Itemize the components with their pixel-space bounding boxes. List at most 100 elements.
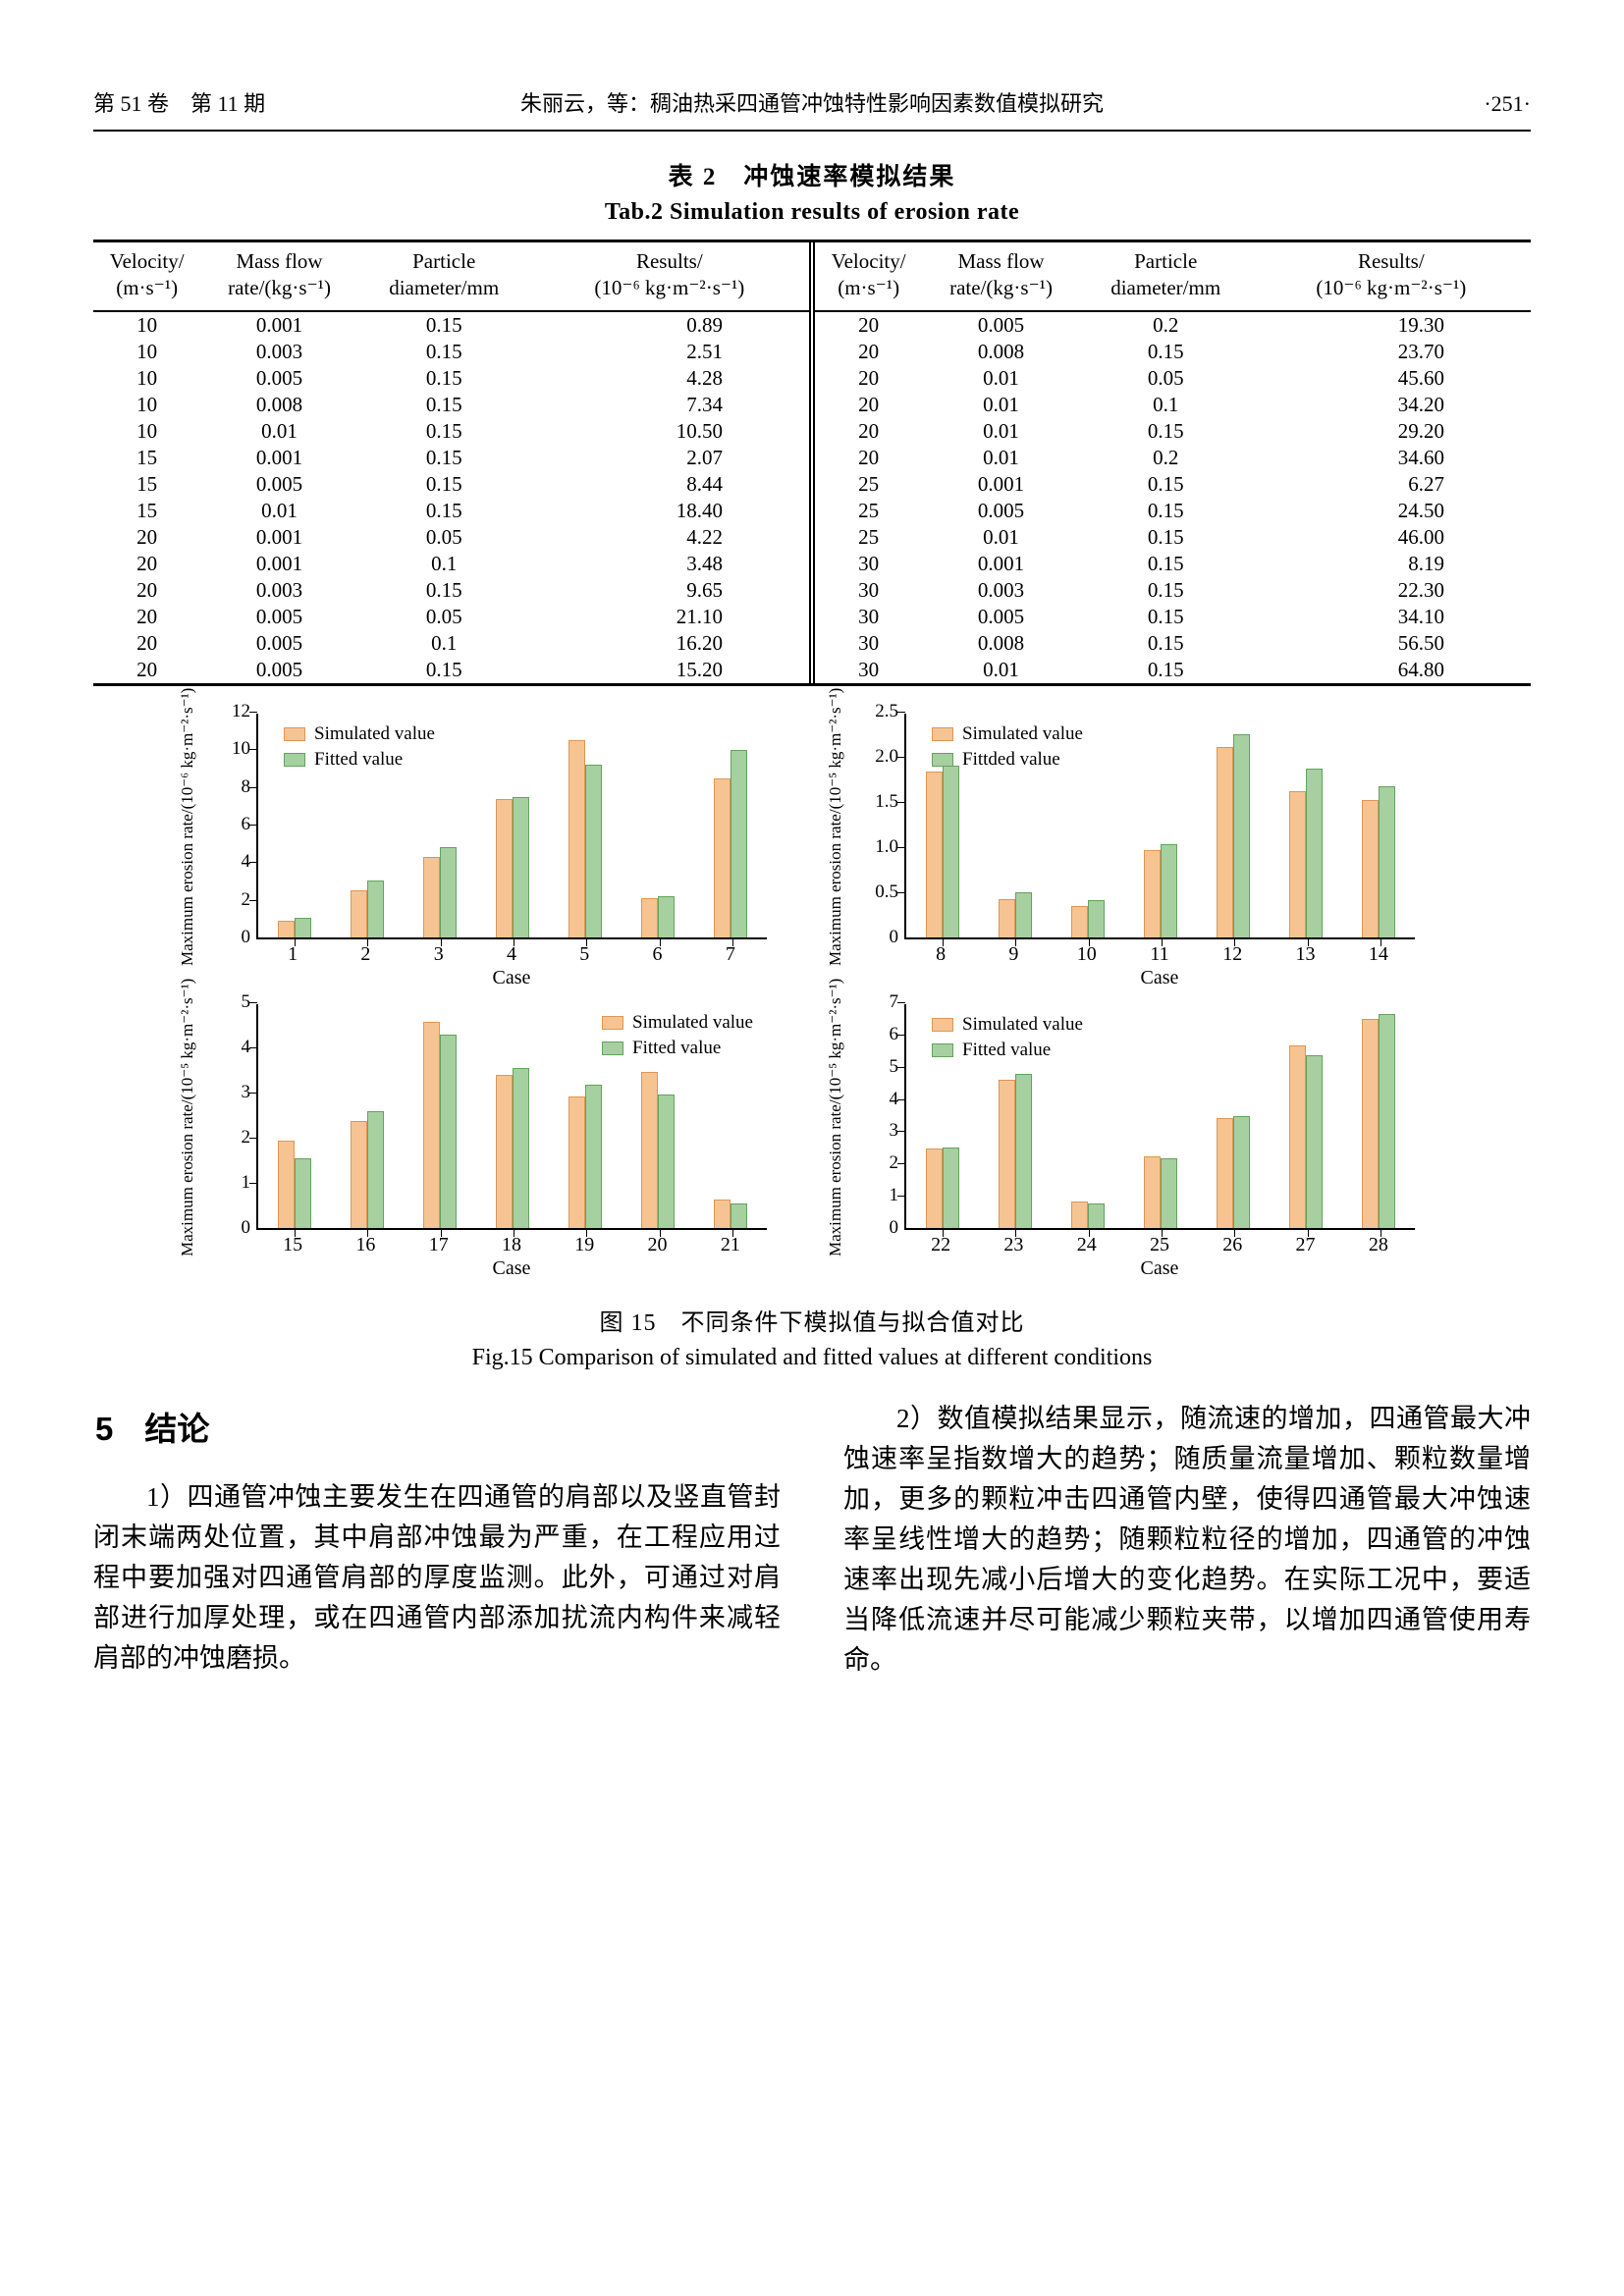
x-tick-label: 16 bbox=[355, 1234, 376, 1255]
x-tick-label: 10 bbox=[1076, 943, 1097, 965]
table-cell: 0.05 bbox=[425, 605, 462, 628]
table-cell: 20 bbox=[858, 446, 880, 469]
simulated-bar-case-1 bbox=[278, 921, 295, 937]
table-row: 30 0.008 0.15 56.50 bbox=[815, 630, 1531, 657]
table-center-divider bbox=[809, 242, 815, 683]
table-header-row: Velocity/ (m·s⁻¹) Mass flow rate/(kg·s⁻¹) Pa… bbox=[93, 242, 809, 311]
table-cell: 20 bbox=[858, 366, 880, 390]
table-cell: 4.22 bbox=[686, 525, 723, 549]
bar-chart-cases-1-to-7: Maximum erosion rate/(10⁻⁶ kg·m⁻²·s⁻¹) 0 2… bbox=[174, 687, 802, 990]
table-cell: 23.70 bbox=[1397, 340, 1444, 363]
x-tick bbox=[367, 938, 369, 946]
table-cell: 8.44 bbox=[686, 472, 723, 496]
fitted-bar-case-20 bbox=[658, 1095, 675, 1228]
table-row: 30 0.003 0.15 22.30 bbox=[815, 577, 1531, 604]
column-header-results: Results/ (10⁻⁶ kg·m⁻²·s⁻¹) bbox=[530, 242, 809, 311]
section-heading: 5 结论 bbox=[95, 1403, 781, 1450]
table-cell: 0.005 bbox=[977, 605, 1025, 628]
table-row: 20 0.005 0.2 19.30 bbox=[815, 311, 1531, 339]
y-tick bbox=[897, 892, 905, 893]
table-cell: 0.003 bbox=[255, 340, 303, 363]
bar-chart-cases-15-to-21: Maximum erosion rate/(10⁻⁵ kg·m⁻²·s⁻¹) 0 1… bbox=[174, 978, 802, 1281]
table-cell: 2.51 bbox=[686, 340, 723, 363]
simulated-bar-case-21 bbox=[714, 1200, 731, 1228]
y-tick bbox=[249, 786, 257, 788]
bar-groups bbox=[906, 1004, 1415, 1228]
table-cell: 0.15 bbox=[425, 366, 462, 390]
y-tick bbox=[897, 1066, 905, 1068]
plot-area: 0 2 4 6 8 10 12 Simulated value Fitted value bbox=[232, 701, 767, 947]
table-cell: 0.01 bbox=[983, 366, 1019, 390]
y-tick-label: 0.5 bbox=[875, 881, 898, 902]
table-cell: 20 bbox=[136, 578, 158, 602]
x-tick-label: 2 bbox=[360, 943, 371, 965]
table-cell: 0.89 bbox=[686, 313, 723, 337]
table-row: 10 0.003 0.15 2.51 bbox=[93, 339, 809, 365]
y-tick-label: 0 bbox=[241, 927, 251, 947]
table-cell: 15.20 bbox=[676, 658, 723, 681]
table-cell: 30 bbox=[858, 605, 880, 628]
table-cell: 0.001 bbox=[255, 525, 303, 549]
table-cell: 15 bbox=[136, 499, 158, 522]
table-cell: 64.80 bbox=[1397, 658, 1444, 681]
table-cell: 19.30 bbox=[1397, 313, 1444, 337]
conclusion-paragraph-2: 2）数值模拟结果显示，随流速的增加，四通管最大冲蚀速率呈指数增大的趋势；随质量流… bbox=[843, 1404, 1531, 1675]
fitted-bar-case-10 bbox=[1088, 900, 1105, 937]
y-tick bbox=[249, 1138, 257, 1139]
table-cell: 0.15 bbox=[1147, 499, 1184, 522]
x-tick-label: 21 bbox=[720, 1234, 740, 1255]
bar-group-case-9 bbox=[979, 892, 1052, 937]
simulated-bar-case-26 bbox=[1217, 1118, 1233, 1228]
table-cell: 20 bbox=[136, 631, 158, 655]
fitted-bar-case-17 bbox=[440, 1035, 457, 1228]
y-tick-label: 0 bbox=[241, 1217, 251, 1238]
bar-group-case-11 bbox=[1124, 844, 1197, 937]
bar-group-case-25 bbox=[1124, 1156, 1197, 1228]
simulated-bar-case-4 bbox=[496, 799, 513, 937]
table-row: 25 0.01 0.15 46.00 bbox=[815, 524, 1531, 551]
y-tick-label: 12 bbox=[232, 701, 250, 721]
legend-item: Simulated value bbox=[602, 1012, 753, 1034]
conclusion-section: 5 结论 1）四通管冲蚀主要发生在四通管的肩部以及竖直管封闭末端两处位置，其中肩… bbox=[93, 1399, 1531, 1681]
plot-area: 0 1 2 3 4 5 Simulated value Fitted value bbox=[242, 991, 767, 1238]
table-cell: 0.15 bbox=[425, 419, 462, 443]
table-cell: 0.005 bbox=[255, 472, 303, 496]
plot-area: 0 0.5 1.0 1.5 2.0 2.5 Simulated value Fittded v… bbox=[875, 701, 1415, 947]
y-tick bbox=[897, 1131, 905, 1133]
x-tick-labels: 8 9 10 11 12 13 14 bbox=[904, 943, 1415, 966]
y-tick bbox=[249, 1002, 257, 1003]
legend-label: Fitted value bbox=[632, 1038, 722, 1058]
table-cell: 0.003 bbox=[255, 578, 303, 602]
x-tick-label: 18 bbox=[501, 1234, 521, 1255]
table-cell: 0.15 bbox=[425, 658, 462, 681]
x-tick bbox=[659, 938, 661, 946]
table-cell: 10 bbox=[136, 419, 158, 443]
x-tick bbox=[1380, 1229, 1381, 1237]
simulated-bar-case-13 bbox=[1289, 791, 1306, 937]
x-tick bbox=[1015, 1229, 1017, 1237]
bar-group-case-23 bbox=[979, 1074, 1052, 1228]
table-row: 20 0.01 0.1 34.20 bbox=[815, 392, 1531, 418]
bar-group-case-15 bbox=[258, 1141, 331, 1228]
table-row: 20 0.01 0.2 34.60 bbox=[815, 445, 1531, 471]
bar-group-case-21 bbox=[694, 1200, 767, 1228]
table-cell: 10 bbox=[136, 313, 158, 337]
y-tick-label: 4 bbox=[241, 851, 251, 873]
table-row: 10 0.008 0.15 7.34 bbox=[93, 392, 809, 418]
table-cell: 0.15 bbox=[1147, 340, 1184, 363]
bar-group-case-17 bbox=[404, 1022, 476, 1228]
y-tick bbox=[249, 1183, 257, 1184]
fitted-bar-case-16 bbox=[367, 1111, 384, 1228]
table-cell: 0.1 bbox=[431, 631, 458, 655]
x-tick-label: 11 bbox=[1150, 943, 1169, 965]
fitted-bar-case-26 bbox=[1233, 1116, 1250, 1228]
table-cell: 21.10 bbox=[676, 605, 723, 628]
bar-group-case-10 bbox=[1052, 900, 1124, 937]
table-row: 20 0.005 0.1 16.20 bbox=[93, 630, 809, 657]
legend-item: Simulated value bbox=[284, 723, 435, 745]
table-cell: 15 bbox=[136, 472, 158, 496]
table-cell: 29.20 bbox=[1397, 419, 1444, 443]
fitted-bar-case-13 bbox=[1306, 769, 1323, 937]
y-tick-label: 6 bbox=[241, 814, 251, 834]
running-head: 第 51 卷 第 11 期 朱丽云，等：稠油热采四通管冲蚀特性影响因素数值模拟研… bbox=[93, 86, 1531, 118]
